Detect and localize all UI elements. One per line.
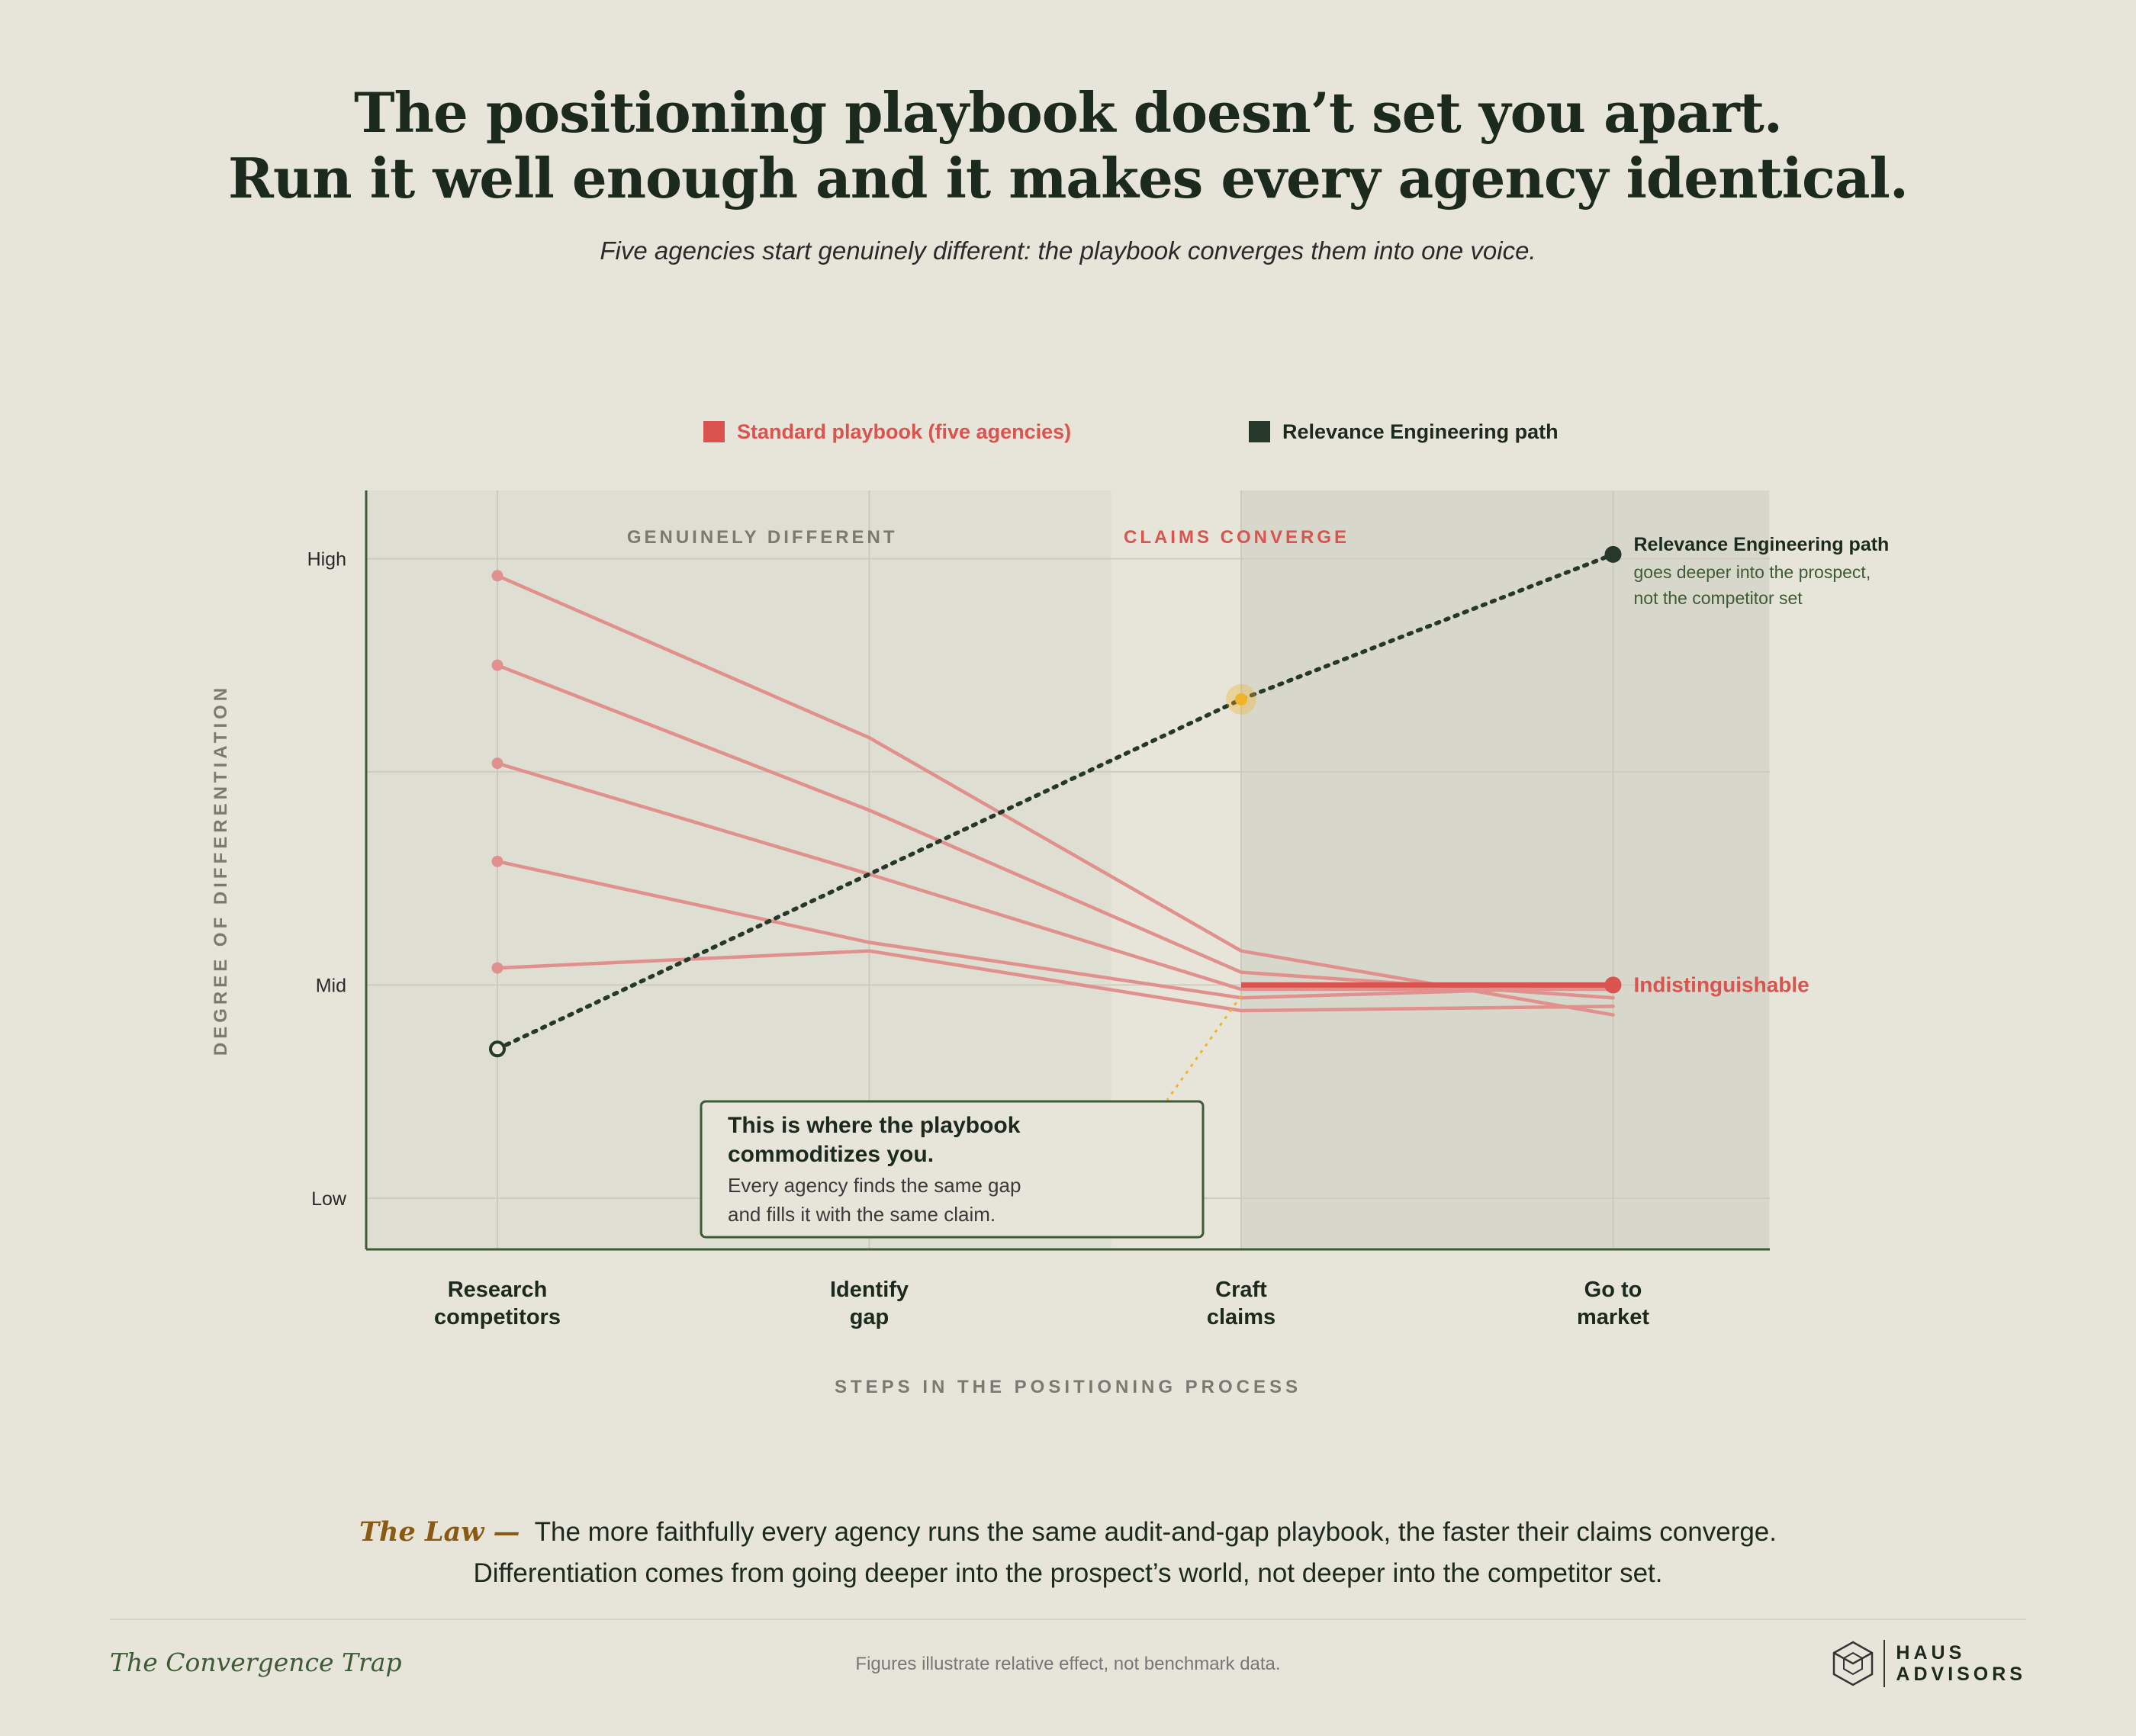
y-axis-title: DEGREE OF DIFFERENTIATION <box>211 684 231 1056</box>
hexagon-logo-icon <box>1833 1641 1874 1686</box>
standard-series-line <box>495 860 1615 1000</box>
converged-end-point <box>1604 976 1622 994</box>
standard-start-point <box>491 757 503 770</box>
relevance-start-point <box>489 1040 506 1058</box>
standard-series-line <box>495 949 1615 1013</box>
y-tick-label: Mid <box>316 975 346 996</box>
x-tick-label: gap <box>850 1305 889 1329</box>
zone-label-different: GENUINELY DIFFERENT <box>627 527 898 548</box>
standard-series-line <box>495 761 1615 992</box>
indistinguishable-label: Indistinguishable <box>1634 972 1809 996</box>
callout-title: commoditizes you. <box>728 1142 934 1167</box>
highlight-point <box>1235 693 1247 706</box>
convergence-chart: GENUINELY DIFFERENT CLAIMS CONVERGE High Mi… <box>211 490 1890 1397</box>
callout-box <box>700 1100 1205 1239</box>
title-line-1: The positioning playbook doesn’t set you… <box>354 80 1783 145</box>
legend-swatch-standard <box>703 421 725 442</box>
relevance-end-title: Relevance Engineering path <box>1634 534 1890 555</box>
callout-body: and fills it with the same claim. <box>728 1203 996 1226</box>
x-tick-label: claims <box>1207 1305 1275 1329</box>
brand-name: HAUS ADVISORS <box>1896 1642 2026 1685</box>
callout-body: Every agency finds the same gap <box>728 1174 1021 1197</box>
callout-title: This is where the playbook <box>728 1113 1021 1138</box>
standard-start-point <box>491 570 503 582</box>
standard-start-point <box>491 855 503 867</box>
footer-note: Figures illustrate relative effect, not … <box>855 1654 1281 1674</box>
brand-separator <box>1883 1640 1886 1687</box>
law-label: The Law — <box>359 1516 520 1548</box>
legend-swatch-relevance <box>1249 421 1270 442</box>
law-statement: The Law — The more faithfully every agen… <box>336 1512 1800 1594</box>
x-tick-label: Research <box>448 1278 548 1302</box>
page-title: The positioning playbook doesn’t set you… <box>0 80 2136 211</box>
footer-title: The Convergence Trap <box>110 1648 402 1677</box>
footer-divider <box>110 1619 2026 1620</box>
brand-line-2: ADVISORS <box>1896 1664 2026 1685</box>
brand-line-1: HAUS <box>1896 1642 1966 1664</box>
x-tick-label: market <box>1577 1305 1649 1329</box>
x-tick-label: Identify <box>830 1278 909 1302</box>
standard-start-point <box>491 659 503 671</box>
page-subtitle: Five agencies start genuinely different:… <box>600 236 1536 265</box>
legend-item-relevance: Relevance Engineering path <box>1249 418 1559 445</box>
legend-label-standard: Standard playbook (five agencies) <box>737 420 1072 443</box>
legend-label-relevance: Relevance Engineering path <box>1282 420 1559 443</box>
standard-start-point <box>491 962 503 974</box>
x-tick-label: competitors <box>434 1305 561 1329</box>
relevance-end-point <box>1604 545 1622 563</box>
legend-item-standard: Standard playbook (five agencies) <box>703 418 1071 445</box>
relevance-end-note: goes deeper into the prospect, <box>1634 562 1871 582</box>
y-tick-label: Low <box>311 1188 347 1210</box>
x-tick-label: Go to <box>1584 1278 1642 1302</box>
y-tick-label: High <box>307 548 346 570</box>
brand-logo: HAUS ADVISORS <box>1830 1640 2026 1687</box>
zone-label-converge: CLAIMS CONVERGE <box>1124 527 1349 548</box>
law-text: The more faithfully every agency runs th… <box>473 1517 1777 1588</box>
relevance-end-note: not the competitor set <box>1634 588 1803 608</box>
x-tick-label: Craft <box>1215 1278 1267 1302</box>
zone-background <box>1241 490 1770 1249</box>
title-line-2: Run it well enough and it makes every ag… <box>228 146 1909 211</box>
x-axis-title: STEPS IN THE POSITIONING PROCESS <box>835 1377 1301 1397</box>
callout-connector <box>1166 995 1243 1101</box>
